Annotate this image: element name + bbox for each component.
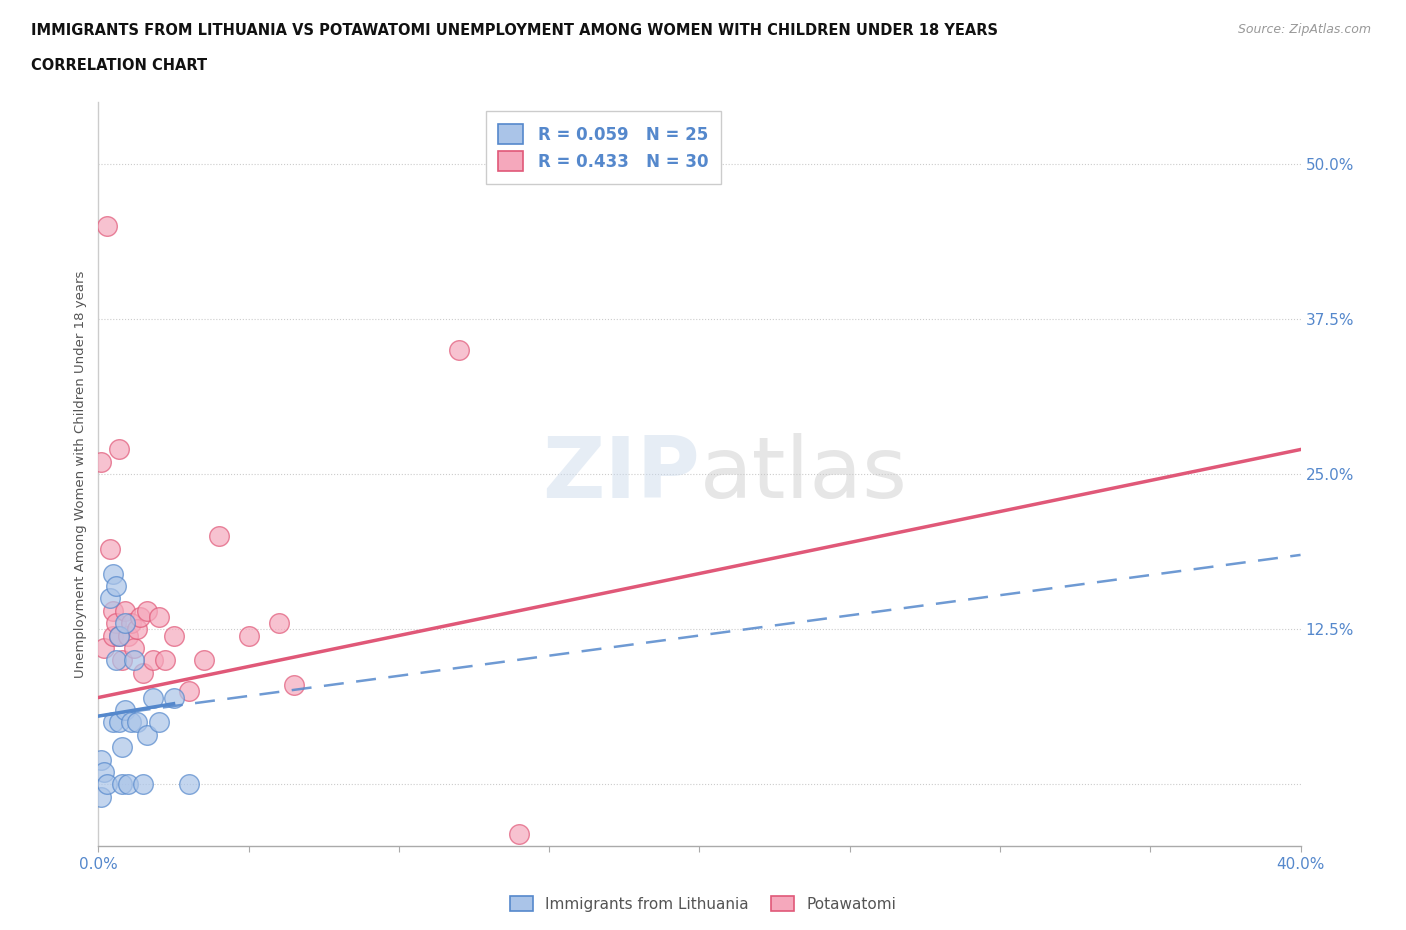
Point [100, 591, 122, 605]
Point [90, 455, 112, 470]
Point [153, 653, 176, 668]
Point [148, 609, 170, 624]
Point [105, 616, 128, 631]
Point [93, 764, 115, 779]
Point [267, 616, 290, 631]
Y-axis label: Unemployment Among Women with Children Under 18 years: Unemployment Among Women with Children U… [75, 271, 87, 678]
Point [108, 628, 131, 643]
Point [103, 628, 125, 643]
Point [162, 690, 184, 705]
Text: CORRELATION CHART: CORRELATION CHART [31, 58, 207, 73]
Point [103, 566, 125, 581]
Text: ZIP: ZIP [541, 432, 699, 516]
Point [90, 790, 112, 804]
Point [121, 616, 143, 631]
Point [114, 616, 136, 631]
Point [132, 777, 155, 791]
Point [103, 715, 125, 730]
Point [111, 653, 134, 668]
Point [148, 715, 170, 730]
Point [117, 777, 139, 791]
Point [124, 653, 146, 668]
Point [141, 653, 163, 668]
Point [127, 715, 149, 730]
Point [117, 628, 139, 643]
Point [135, 727, 157, 742]
Point [193, 653, 215, 668]
Point [447, 343, 470, 358]
Point [129, 609, 152, 624]
Point [508, 827, 530, 842]
Point [111, 739, 134, 754]
Point [111, 777, 134, 791]
Point [114, 702, 136, 717]
Legend: R = 0.059   N = 25, R = 0.433   N = 30: R = 0.059 N = 25, R = 0.433 N = 30 [485, 112, 721, 183]
Point [114, 604, 136, 618]
Point [108, 715, 131, 730]
Point [100, 541, 122, 556]
Point [105, 578, 128, 593]
Point [177, 777, 200, 791]
Text: Source: ZipAtlas.com: Source: ZipAtlas.com [1237, 23, 1371, 36]
Legend: Immigrants from Lithuania, Potawatomi: Immigrants from Lithuania, Potawatomi [503, 889, 903, 918]
Text: IMMIGRANTS FROM LITHUANIA VS POTAWATOMI UNEMPLOYMENT AMONG WOMEN WITH CHILDREN U: IMMIGRANTS FROM LITHUANIA VS POTAWATOMI … [31, 23, 998, 38]
Point [208, 529, 231, 544]
Point [96, 219, 118, 233]
Point [135, 604, 157, 618]
Point [162, 628, 184, 643]
Point [105, 653, 128, 668]
Point [90, 752, 112, 767]
Point [96, 777, 118, 791]
Point [108, 628, 131, 643]
Point [283, 678, 305, 693]
Text: atlas: atlas [699, 432, 907, 516]
Point [103, 604, 125, 618]
Point [132, 665, 155, 680]
Point [93, 641, 115, 656]
Point [108, 442, 131, 457]
Point [238, 628, 260, 643]
Point [124, 641, 146, 656]
Point [121, 715, 143, 730]
Point [177, 684, 200, 698]
Point [141, 690, 163, 705]
Point [127, 622, 149, 637]
